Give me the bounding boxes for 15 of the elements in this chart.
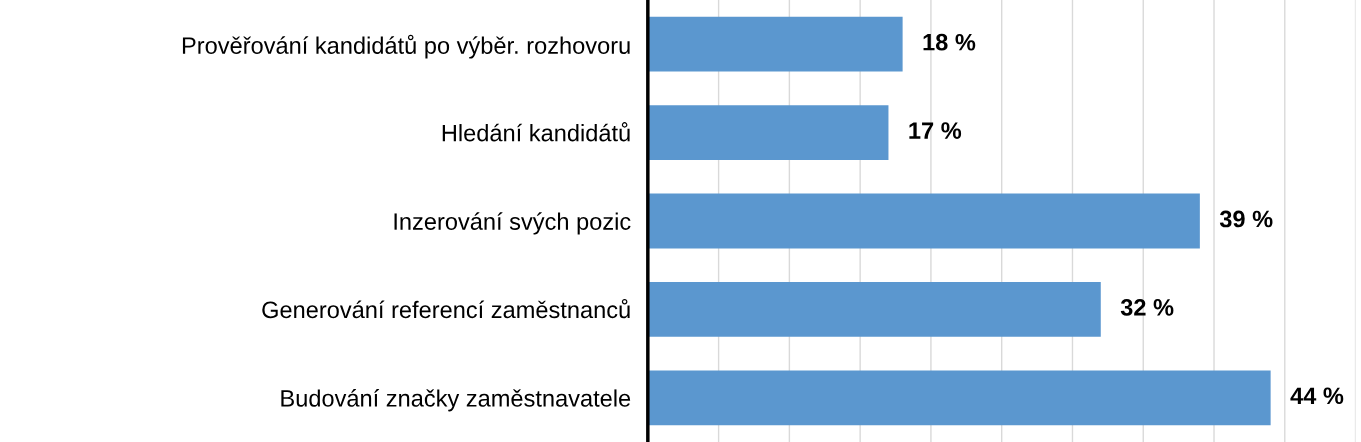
y-tick-label: Prověřování kandidátů po výběr. rozhovoru	[182, 34, 630, 59]
data-label: 18 %	[923, 33, 976, 51]
data-label: 17 %	[909, 122, 962, 139]
y-tick-label: Generování referencí zaměstnanců	[262, 298, 630, 319]
bar	[647, 370, 1271, 426]
data-label: 39 %	[1219, 210, 1273, 228]
data-label: 44 %	[1290, 387, 1344, 405]
bar	[647, 282, 1101, 337]
y-tick-label: Inzerování svých pozic	[394, 212, 631, 235]
data-label: 32 %	[1120, 299, 1174, 316]
bar	[647, 16, 903, 72]
y-tick-label: Hledání kandidátů	[442, 122, 630, 142]
y-tick-label: Budování značky zaměstnavatele	[281, 389, 631, 412]
bar	[647, 193, 1200, 249]
bar	[647, 105, 889, 160]
